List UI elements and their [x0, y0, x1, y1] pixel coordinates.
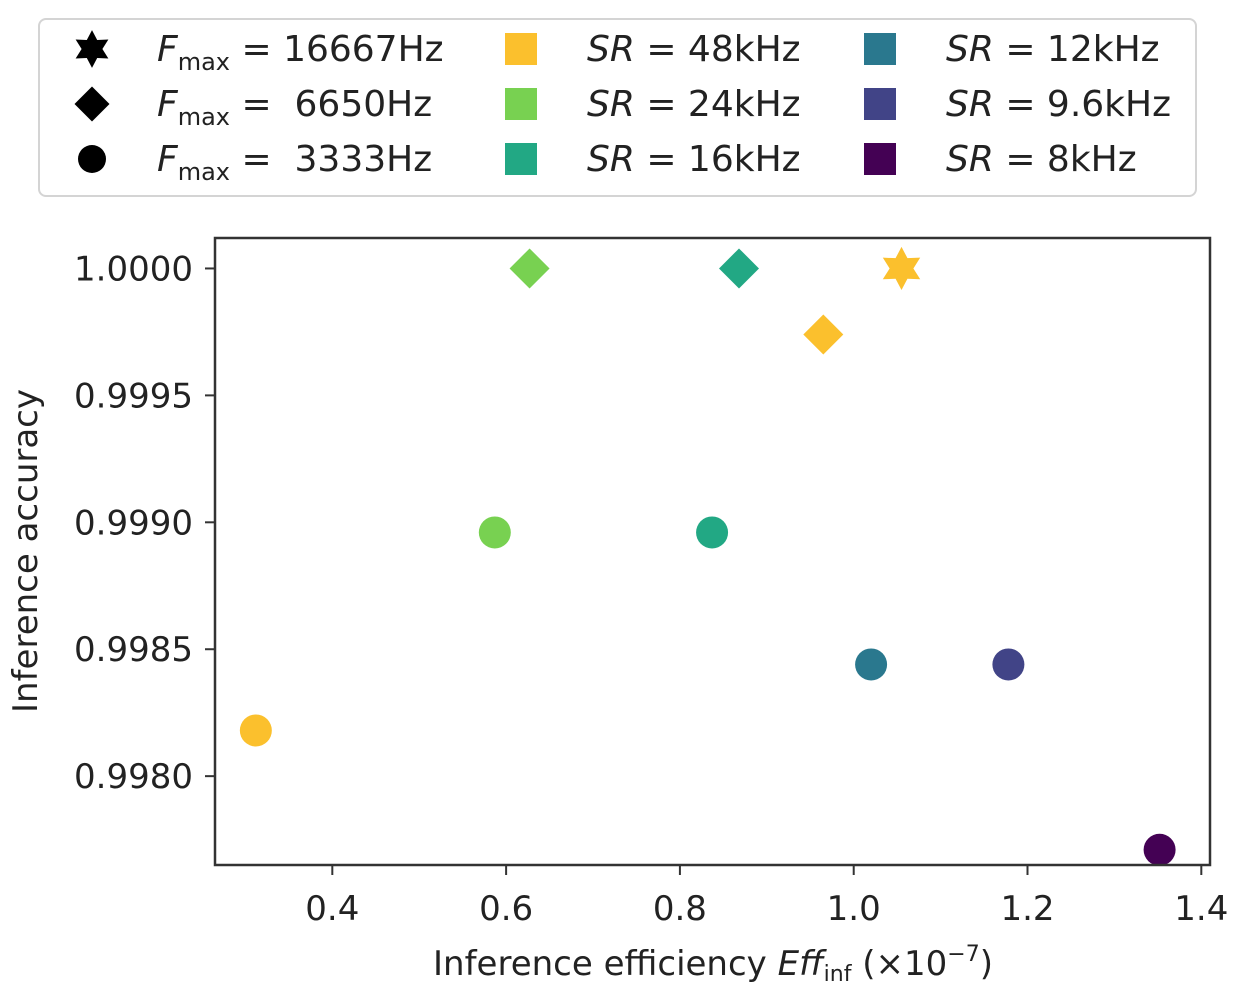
- legend-marker-circle: [78, 145, 106, 173]
- y-tick-label: 1.0000: [74, 249, 193, 289]
- legend-label-sr: SR = 12kHz: [946, 29, 1160, 70]
- data-point-circle: [1143, 833, 1176, 866]
- legend-label-sr: SR = 9.6kHz: [946, 84, 1171, 125]
- legend-label-sr: SR = 16kHz: [587, 139, 801, 180]
- data-point-diamond: [719, 248, 760, 289]
- legend-swatch: [505, 88, 537, 120]
- x-axis-title-unit: (×10: [851, 944, 947, 984]
- legend-frame: [38, 18, 1197, 197]
- x-axis-title-close: ): [980, 944, 993, 984]
- legend-label-fmax: Fmax = 6650Hz: [157, 84, 432, 131]
- legend-label-sr: SR = 48kHz: [587, 29, 801, 70]
- y-axis-title: Inference accuracy: [6, 389, 46, 713]
- plot-area: 0.4 0.6 0.8 1.0 1.2 1.4 0.99800.99850.99900.9…: [74, 236, 1228, 929]
- x-axis-title-exp: −7: [947, 942, 979, 967]
- data-point-circle: [478, 516, 511, 549]
- data-point-circle: [855, 648, 888, 681]
- x-axis-title: Inference efficiency Effinf (×10−7): [433, 942, 993, 987]
- data-point-circle: [239, 714, 272, 747]
- legend-marker-star: [75, 30, 109, 68]
- legend-label-fmax: Fmax = 16667Hz: [157, 29, 444, 76]
- legend-swatch: [505, 33, 537, 65]
- x-tick-label: 0.4: [305, 889, 359, 929]
- x-tick-label: 1.4: [1174, 889, 1228, 929]
- y-tick-label: 0.9980: [74, 757, 193, 797]
- plot-frame: [213, 236, 1212, 867]
- y-axis-ticks: 0.9980 0.9985 0.9990 0.9995 1.0000: [74, 249, 215, 797]
- y-tick-label: 0.9985: [74, 630, 193, 670]
- data-point-circle: [696, 516, 729, 549]
- x-tick-label: 1.2: [1000, 889, 1054, 929]
- legend-marker-diamond: [74, 86, 110, 122]
- legend-swatch: [505, 143, 537, 175]
- x-tick-label: 1.0: [827, 889, 881, 929]
- x-axis-title-text: Inference efficiency: [433, 944, 778, 984]
- x-tick-label: 0.8: [653, 889, 707, 929]
- x-axis-ticks: 0.4 0.6 0.8 1.0 1.2 1.4: [305, 865, 1228, 929]
- x-axis-title-sub: inf: [824, 962, 853, 987]
- legend-label-sr: SR = 24kHz: [587, 84, 801, 125]
- data-point-diamond: [509, 248, 550, 289]
- x-axis-title-var: Eff: [778, 944, 827, 984]
- y-tick-label: 0.9995: [74, 376, 193, 416]
- x-tick-label: 0.6: [479, 889, 533, 929]
- data-point-circle: [992, 648, 1025, 681]
- data-point-diamond: [803, 314, 844, 355]
- legend: Fmax = 16667Hz Fmax = 6650Hz Fmax = 3333Hz…: [38, 18, 1197, 197]
- legend-swatch: [864, 143, 896, 175]
- legend-label-sr: SR = 8kHz: [946, 139, 1137, 180]
- legend-swatch: [864, 33, 896, 65]
- legend-label-fmax: Fmax = 3333Hz: [157, 139, 432, 186]
- legend-swatch: [864, 88, 896, 120]
- data-point-star: [882, 246, 921, 291]
- y-tick-label: 0.9990: [74, 503, 193, 543]
